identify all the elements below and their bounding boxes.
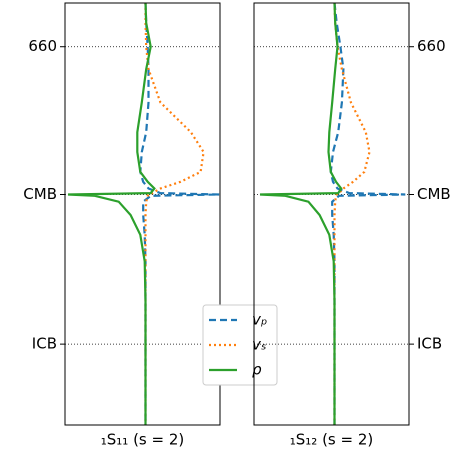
series-line	[144, 3, 205, 425]
panel-label: ₁S₁₁ (s = 2)	[101, 431, 185, 449]
series-line	[333, 2, 371, 425]
series-line	[259, 2, 343, 425]
series-line	[329, 2, 406, 425]
legend-label: ρ	[252, 361, 262, 379]
y-tick-label: ICB	[32, 335, 57, 353]
legend: vₚ vₛ ρ	[202, 304, 278, 386]
panel-frame	[64, 2, 221, 426]
y-tick-label: 660	[417, 37, 446, 55]
y-tick-label: CMB	[23, 185, 57, 203]
y-tick-label: 660	[28, 37, 57, 55]
panel-frame	[253, 2, 410, 426]
legend-label: vₛ	[252, 336, 266, 354]
panel-label: ₁S₁₂ (s = 2)	[290, 431, 374, 449]
legend-label: vₚ	[252, 311, 267, 329]
y-tick-label: CMB	[417, 185, 451, 203]
y-tick-label: ICB	[417, 335, 442, 353]
series-line	[67, 2, 156, 425]
legend-box	[202, 304, 278, 386]
